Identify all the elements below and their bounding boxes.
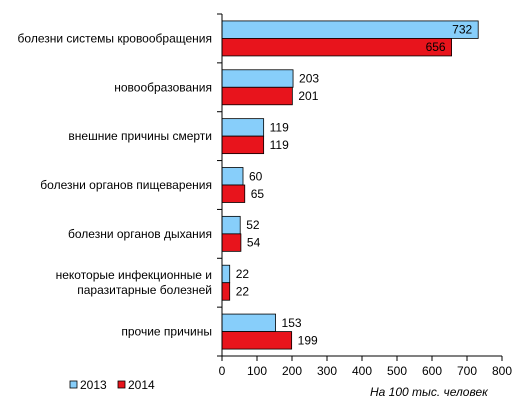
category-label: некоторые инфекционные и паразитарные бол… — [56, 268, 212, 297]
data-label-2014: 199 — [298, 333, 318, 347]
data-label-2014: 65 — [251, 187, 265, 201]
x-axis-unit-label: На 100 тыс. человек — [370, 385, 489, 399]
data-label-2013: 52 — [246, 218, 260, 232]
bar-2013 — [221, 69, 294, 88]
bar-2013 — [221, 264, 231, 284]
bar-2014 — [221, 331, 293, 350]
bar-2013 — [221, 313, 276, 332]
data-label-2014: 119 — [270, 138, 289, 152]
x-tick-label: 200 — [282, 364, 302, 378]
x-tick-label: 800 — [492, 364, 512, 378]
bar-2013 — [221, 118, 265, 137]
category-label: внешние причины смерти — [68, 129, 212, 143]
legend-label-2014: 2014 — [128, 378, 155, 392]
legend: 2013 2014 — [69, 378, 155, 392]
data-label-2014: 201 — [298, 89, 318, 103]
data-label-2013: 203 — [299, 72, 319, 86]
data-label-2013: 60 — [249, 169, 263, 183]
category-label: болезни органов пищеварения — [40, 178, 212, 192]
bar-2014 — [221, 282, 231, 301]
category-label: болезни системы кровообращения — [18, 31, 212, 45]
legend-label-2013: 2013 — [80, 378, 107, 392]
bar-2014 — [221, 233, 242, 252]
bar-2013 — [221, 167, 244, 186]
x-tick-label: 600 — [422, 364, 442, 378]
x-tick-label: 300 — [317, 364, 337, 378]
bar-2014 — [221, 86, 293, 106]
x-tick-label: 100 — [247, 364, 267, 378]
data-label-2013: 153 — [282, 316, 302, 330]
bar-2014 — [221, 135, 265, 155]
data-label-2014: 656 — [426, 40, 446, 54]
legend-swatch-2013 — [69, 380, 78, 389]
data-label-2013: 732 — [452, 23, 472, 37]
bar-2014 — [221, 184, 246, 203]
category-label: новообразования — [114, 80, 212, 94]
bar-2013 — [221, 215, 241, 235]
x-tick-label: 500 — [387, 364, 407, 378]
data-label-2014: 54 — [247, 236, 261, 250]
x-tick-label: 0 — [219, 364, 226, 378]
x-tick-label: 400 — [352, 364, 372, 378]
data-label-2014: 22 — [236, 284, 250, 298]
category-label: болезни органов дыхания — [68, 227, 212, 241]
bar-2014 — [221, 38, 453, 57]
category-label: прочие причины — [121, 325, 212, 339]
data-label-2013: 119 — [270, 120, 289, 134]
plot-area: болезни системы кровообращения 732 656 ново… — [18, 13, 512, 378]
x-tick-label: 700 — [457, 364, 477, 378]
data-label-2013: 22 — [236, 267, 250, 281]
legend-swatch-2014 — [117, 380, 126, 389]
bar-2013 — [221, 20, 479, 39]
